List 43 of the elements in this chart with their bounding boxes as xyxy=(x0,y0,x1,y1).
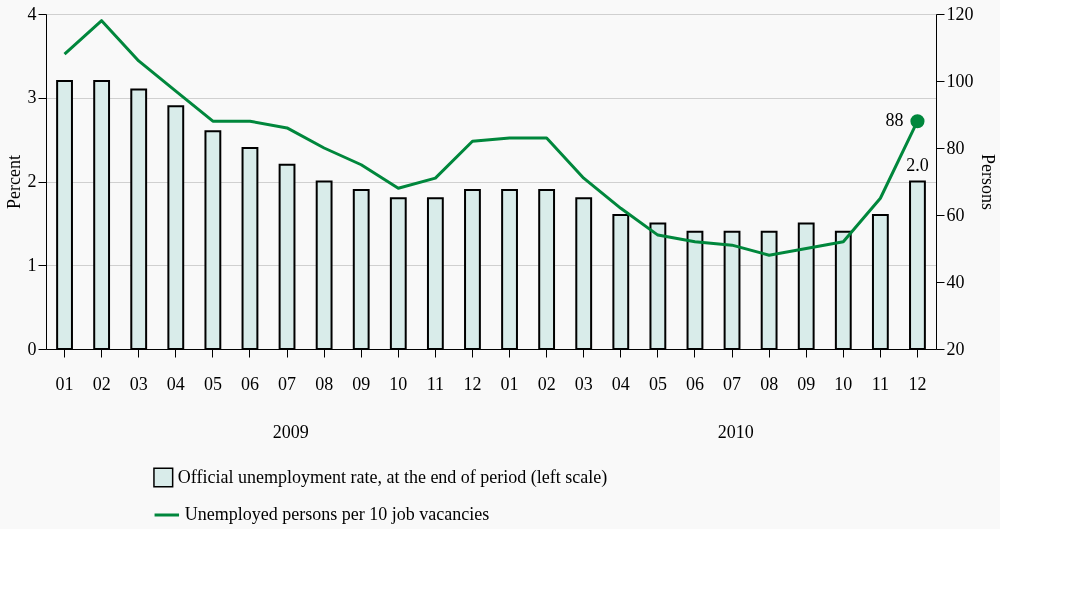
x-tick-label: 08 xyxy=(315,373,334,394)
y2-tick-label: 40 xyxy=(946,271,965,292)
x-tick-label: 03 xyxy=(574,373,593,394)
legend-label: Unemployed persons per 10 job vacancies xyxy=(184,504,490,524)
x-tick-label: 10 xyxy=(834,373,853,394)
text: 2010 xyxy=(717,422,754,442)
text: 2009 xyxy=(272,422,309,442)
x-tick-label: 01 xyxy=(55,373,74,394)
y2-tick-label: 120 xyxy=(946,3,974,24)
x-tick-label: 11 xyxy=(426,373,445,394)
y2-tick-label: 60 xyxy=(946,204,965,225)
x-tick-label: 08 xyxy=(760,373,779,394)
x-tick-label: 04 xyxy=(166,373,185,394)
x-tick-label: 02 xyxy=(92,373,111,394)
x-tick-label: 12 xyxy=(463,373,482,394)
x-tick-label: 06 xyxy=(685,373,704,394)
x-tick-label: 05 xyxy=(648,373,667,394)
y-axis-title: Percent xyxy=(3,155,24,209)
y2-tick-label: 100 xyxy=(946,70,974,91)
y-tick-label: 4 xyxy=(27,3,37,24)
x-tick-label: 05 xyxy=(203,373,222,394)
legend-label: Official unemployment rate, at the end of period (left scale) xyxy=(177,466,608,488)
y-tick-label: 3 xyxy=(27,87,37,108)
x-tick-label: 11 xyxy=(871,373,890,394)
x-tick-label: 03 xyxy=(129,373,148,394)
y2-tick-label: 20 xyxy=(946,338,965,359)
y2-axis-title: Persons xyxy=(977,153,998,211)
data-label: 88 xyxy=(885,110,904,131)
y-tick-label: 0 xyxy=(27,338,37,359)
x-tick-label: 01 xyxy=(500,373,519,394)
x-tick-label: 12 xyxy=(908,373,927,394)
x-tick-label: 06 xyxy=(240,373,259,394)
y2-tick-label: 80 xyxy=(946,137,965,158)
x-tick-label: 10 xyxy=(389,373,408,394)
y-tick-label: 2 xyxy=(27,171,37,191)
x-tick-label: 09 xyxy=(797,373,816,394)
y-tick-label: 1 xyxy=(27,254,37,275)
x-tick-label: 07 xyxy=(278,373,297,394)
x-tick-label: 07 xyxy=(723,373,742,394)
x-tick-label: 02 xyxy=(537,373,556,394)
x-tick-label: 09 xyxy=(352,373,371,394)
x-tick-label: 04 xyxy=(611,373,630,394)
data-label: 2.0 xyxy=(906,154,929,175)
